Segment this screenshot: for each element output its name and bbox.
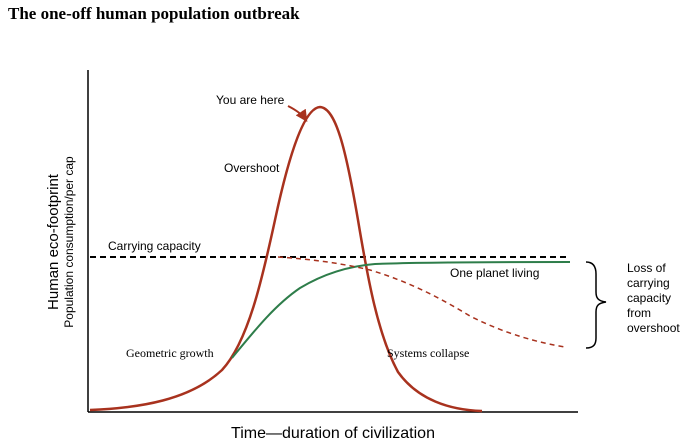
bracket-note-line: from bbox=[627, 306, 651, 320]
bracket-note-line: carrying bbox=[627, 276, 670, 290]
one-planet-living-label: One planet living bbox=[450, 266, 539, 280]
bracket-note-line: capacity bbox=[627, 291, 671, 305]
you-are-here-arrow bbox=[287, 105, 308, 122]
bracket-note-line: Loss of bbox=[627, 261, 666, 275]
overshoot-curve bbox=[89, 105, 483, 413]
carrying-capacity-label: Carrying capacity bbox=[108, 239, 201, 253]
page-title: The one-off human population outbreak bbox=[8, 4, 300, 23]
systems-collapse-label: Systems collapse bbox=[387, 346, 469, 360]
bracket-note-line: overshoot bbox=[627, 321, 680, 335]
loss-bracket bbox=[585, 261, 607, 349]
systems-collapse-curve bbox=[277, 256, 566, 348]
geometric-growth-label: Geometric growth bbox=[126, 346, 214, 360]
you-are-here-label: You are here bbox=[216, 93, 285, 107]
y-axis-label-sub: Population consumption/per cap bbox=[62, 156, 76, 328]
x-axis-label: Time—duration of civilization bbox=[231, 425, 435, 442]
overshoot-label: Overshoot bbox=[224, 161, 280, 175]
y-axis-label-main: Human eco-footprint bbox=[45, 173, 62, 310]
